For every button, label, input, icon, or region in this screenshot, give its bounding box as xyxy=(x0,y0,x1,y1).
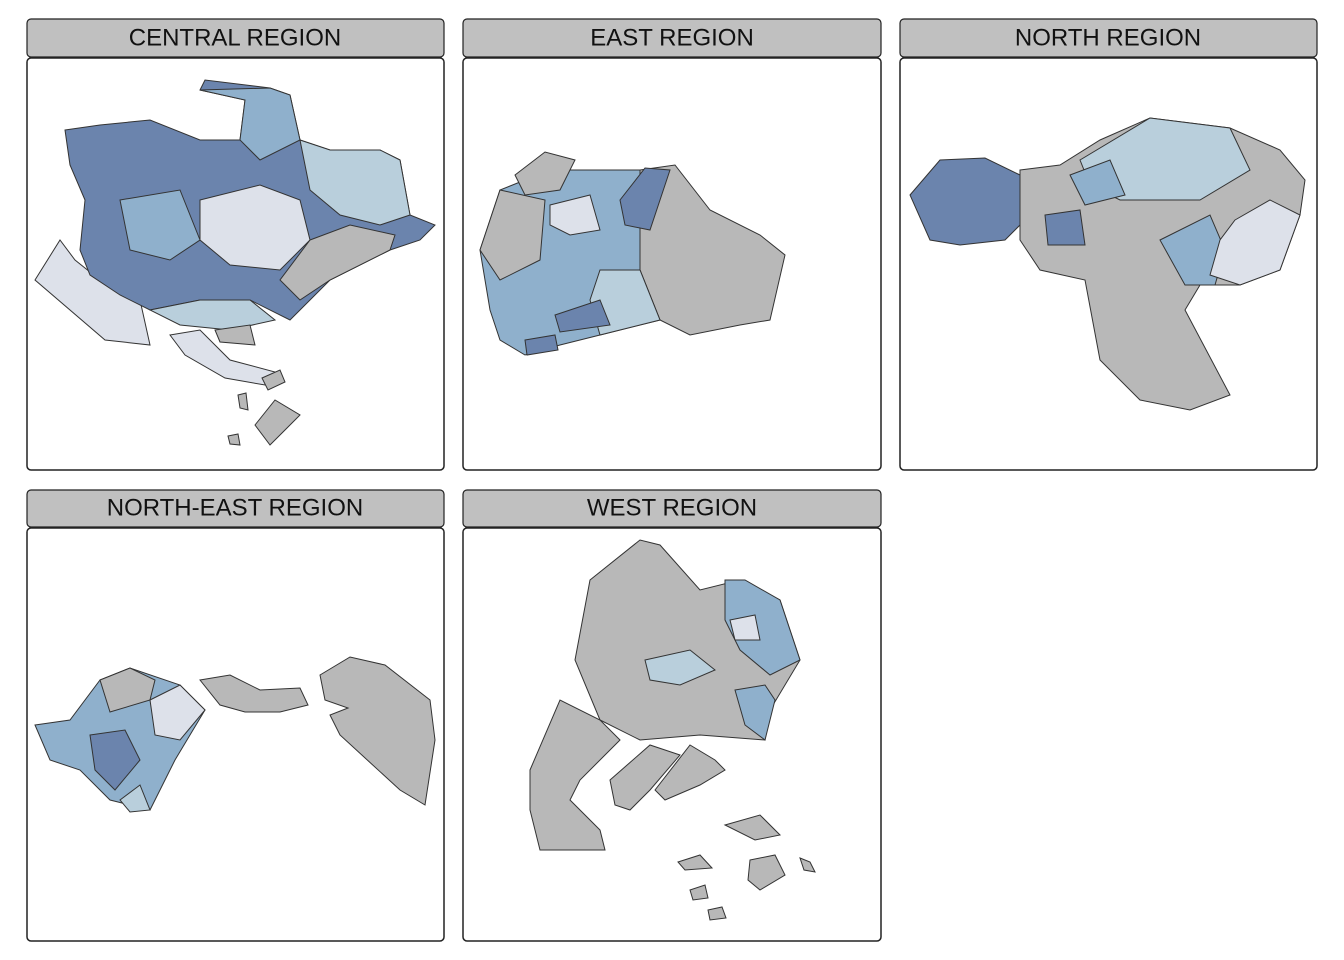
region-shape xyxy=(1069,159,1126,206)
region-shape xyxy=(644,649,716,686)
region-shape xyxy=(724,579,801,676)
panel: EAST REGION xyxy=(462,18,882,471)
region-shape xyxy=(689,884,709,901)
panel-body xyxy=(26,527,445,942)
region-shape xyxy=(619,167,671,231)
region-shape xyxy=(214,324,256,346)
region-shape xyxy=(279,224,396,301)
region-shape xyxy=(554,299,611,333)
region-shape xyxy=(677,854,714,871)
region-shape xyxy=(299,139,411,226)
region-shape xyxy=(199,674,309,713)
panel: NORTH REGION xyxy=(899,18,1318,471)
region-shape xyxy=(227,433,241,446)
region-shape xyxy=(747,854,786,891)
panel-header xyxy=(462,18,882,58)
region-shape xyxy=(1209,199,1301,286)
panel-title: WEST REGION xyxy=(587,494,757,521)
panel: WEST REGION xyxy=(462,489,882,942)
region-shape xyxy=(799,857,816,873)
panel-header xyxy=(26,489,445,528)
region-shape xyxy=(514,151,576,196)
region-shape xyxy=(319,656,436,806)
panel-title: NORTH REGION xyxy=(1015,24,1201,51)
panel-header xyxy=(462,489,882,528)
region-shape xyxy=(609,744,681,811)
region-shape xyxy=(119,189,201,261)
region-shape xyxy=(237,392,249,411)
panel-header xyxy=(26,18,445,58)
region-shape xyxy=(89,729,141,791)
panel-header xyxy=(899,18,1318,58)
panel: CENTRAL REGION xyxy=(26,18,445,471)
region-shape xyxy=(707,906,727,921)
region-shape xyxy=(148,299,277,331)
region-shape xyxy=(199,87,301,161)
region-shape xyxy=(529,699,621,851)
region-shape xyxy=(729,614,761,641)
panel-title: CENTRAL REGION xyxy=(129,24,341,51)
region-shape xyxy=(654,744,726,801)
region-shape xyxy=(149,684,206,741)
region-shape xyxy=(254,399,301,446)
region-shape xyxy=(479,189,546,281)
region-shape xyxy=(734,684,776,741)
region-shape xyxy=(549,194,601,236)
region-shape xyxy=(261,369,286,391)
region-shape xyxy=(1044,209,1086,246)
panel: NORTH-EAST REGION xyxy=(26,489,445,942)
region-shape xyxy=(199,184,311,271)
panel-title: NORTH-EAST REGION xyxy=(107,494,363,521)
region-shape xyxy=(119,784,151,813)
region-shape xyxy=(99,667,156,713)
region-shape xyxy=(524,334,559,356)
region-shape xyxy=(723,814,782,841)
panel-title: EAST REGION xyxy=(590,24,754,51)
